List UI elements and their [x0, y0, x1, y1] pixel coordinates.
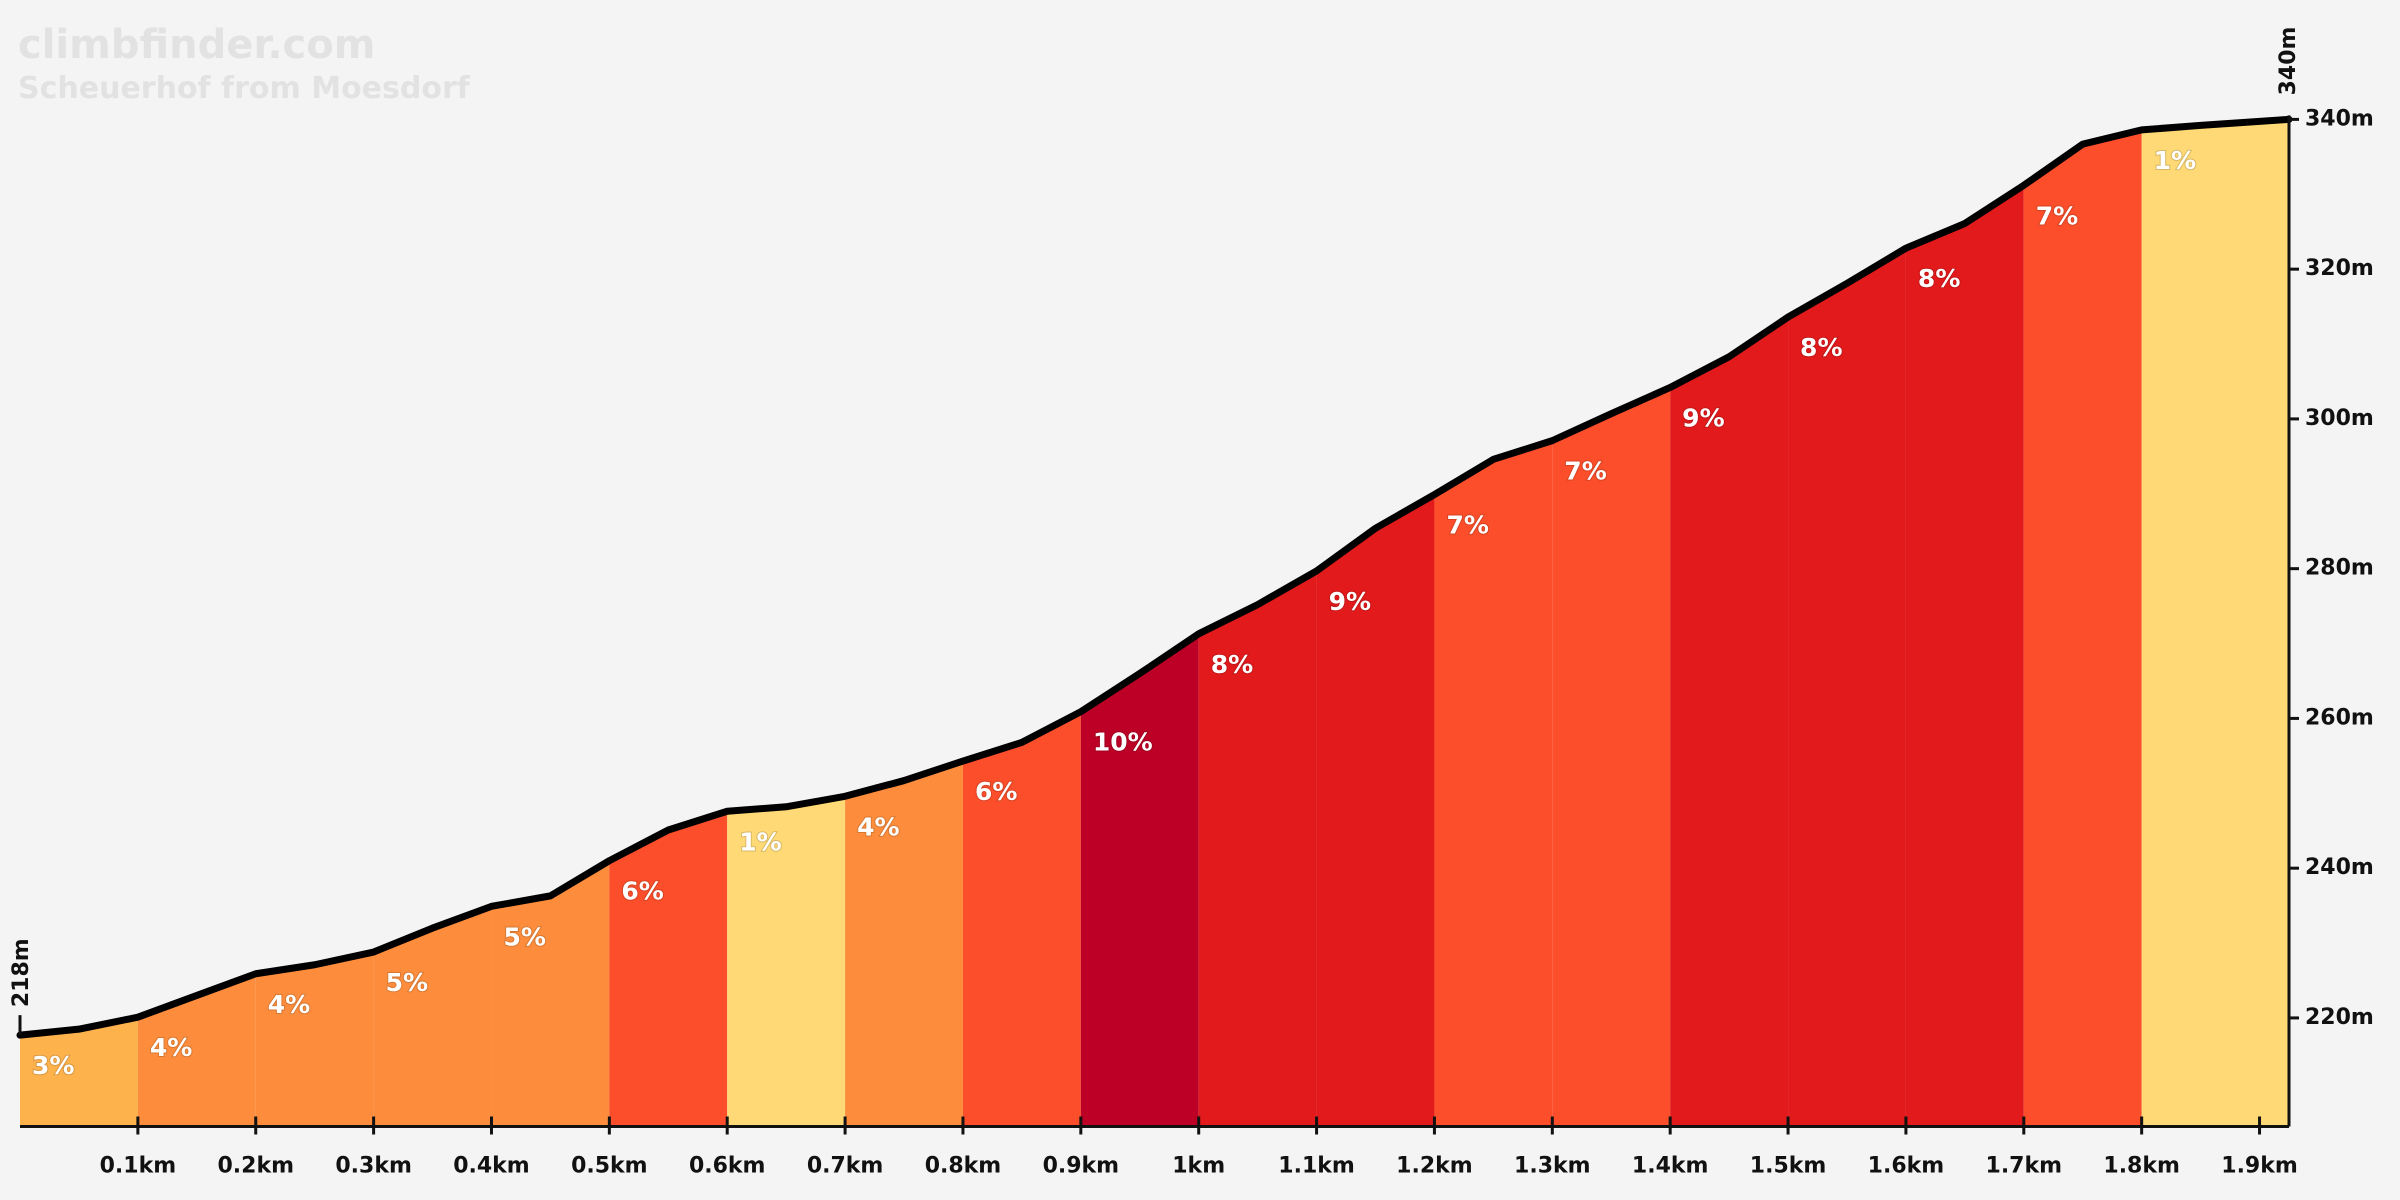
grade-label: 7% — [1564, 457, 1606, 486]
grade-segment — [2141, 119, 2289, 1127]
x-tick-label: 0.5km — [571, 1154, 648, 1179]
grade-segment — [1316, 494, 1435, 1127]
start-label: 218m — [9, 938, 34, 1007]
y-tick-label: 260m — [2305, 705, 2374, 730]
x-tick-label: 0.8km — [925, 1154, 1002, 1179]
x-tick-label: 0.3km — [335, 1154, 412, 1179]
grade-label: 1% — [2154, 146, 2196, 175]
grade-label: 1% — [739, 827, 781, 856]
grade-segment — [373, 906, 492, 1127]
grade-segment — [1552, 387, 1671, 1127]
end-label: 340m — [2276, 27, 2301, 96]
grade-segment — [1198, 570, 1317, 1127]
grade-segment — [962, 711, 1081, 1127]
grade-segment — [1905, 185, 2024, 1127]
y-tick-label: 240m — [2305, 855, 2374, 880]
y-tick-label: 340m — [2305, 106, 2374, 131]
elevation-line — [16, 115, 2293, 1039]
grade-segment — [1670, 317, 1789, 1127]
x-tick-label: 1.8km — [2103, 1154, 2180, 1179]
grade-label: 8% — [1800, 333, 1842, 362]
x-tick-label: 1.9km — [2221, 1154, 2298, 1179]
grade-label: 7% — [1446, 511, 1488, 540]
grade-label: 10% — [1093, 728, 1153, 757]
grade-segment — [727, 796, 846, 1127]
grade-label: 4% — [150, 1033, 192, 1062]
grade-label: 4% — [857, 812, 899, 841]
x-tick-label: 0.7km — [807, 1154, 884, 1179]
grade-segment — [137, 973, 256, 1127]
grade-label: 6% — [975, 777, 1017, 806]
y-tick-label: 280m — [2305, 556, 2374, 581]
grade-label: 3% — [32, 1051, 74, 1080]
y-tick-label: 300m — [2305, 406, 2374, 431]
x-tick-label: 1.7km — [1986, 1154, 2063, 1179]
grade-label: 4% — [268, 990, 310, 1019]
grade-segment — [845, 761, 963, 1127]
grade-segment — [609, 811, 728, 1127]
x-tick-label: 1km — [1172, 1154, 1225, 1179]
x-tick-label: 1.4km — [1632, 1154, 1709, 1179]
grade-segment — [1788, 248, 1906, 1127]
grade-segment — [1080, 633, 1199, 1127]
grade-segment — [2023, 129, 2142, 1127]
grade-segment — [1434, 440, 1553, 1127]
x-tick-label: 1.3km — [1514, 1154, 1591, 1179]
x-tick-label: 1.2km — [1396, 1154, 1473, 1179]
x-tick-label: 0.2km — [217, 1154, 294, 1179]
grade-segment — [491, 860, 610, 1127]
x-tick-label: 1.6km — [1868, 1154, 1945, 1179]
x-tick-label: 1.1km — [1278, 1154, 1355, 1179]
grade-segment — [255, 952, 374, 1127]
chart-title: climbfinder.com — [18, 22, 375, 68]
grade-label: 5% — [386, 968, 428, 997]
grade-label: 5% — [503, 922, 545, 951]
y-tick-label: 220m — [2305, 1005, 2374, 1030]
grade-segment — [20, 1017, 138, 1127]
chart-subtitle: Scheuerhof from Moesdorf — [18, 71, 471, 106]
grade-label: 9% — [1682, 403, 1724, 432]
x-tick-label: 0.9km — [1043, 1154, 1120, 1179]
grade-label: 6% — [621, 877, 663, 906]
x-tick-label: 0.4km — [453, 1154, 530, 1179]
grade-label: 9% — [1329, 587, 1371, 616]
x-tick-label: 0.6km — [689, 1154, 766, 1179]
grade-label: 8% — [1918, 264, 1960, 293]
x-tick-label: 1.5km — [1750, 1154, 1827, 1179]
x-tick-label: 0.1km — [100, 1154, 177, 1179]
grade-label: 8% — [1211, 650, 1253, 679]
y-tick-label: 320m — [2305, 256, 2374, 281]
grade-label: 7% — [2036, 201, 2078, 230]
